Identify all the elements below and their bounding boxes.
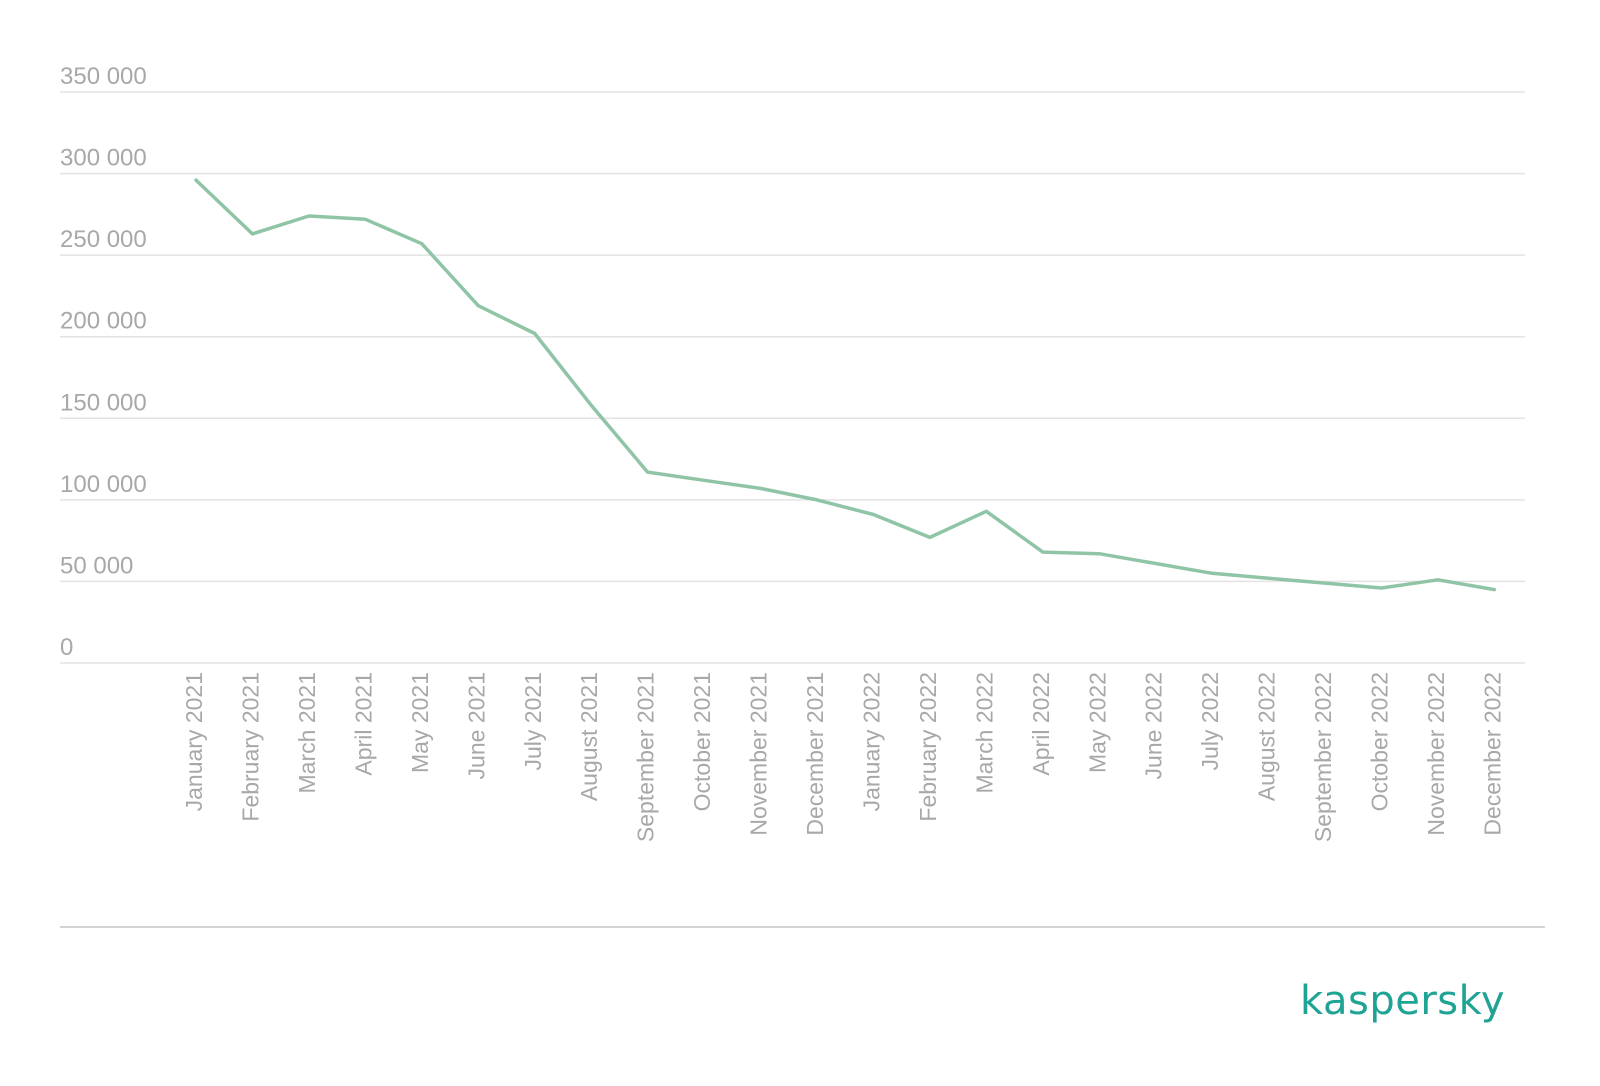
data-point	[1436, 578, 1440, 582]
data-point	[928, 535, 932, 539]
data-point	[1041, 550, 1045, 554]
y-tick-label: 350 000	[60, 63, 147, 90]
y-tick-label: 100 000	[60, 471, 147, 498]
x-tick-label: April 2021	[350, 672, 376, 776]
x-tick-label: August 2021	[576, 672, 602, 801]
x-tick-label: July 2021	[520, 672, 546, 770]
x-tick-label: May 2021	[407, 672, 433, 773]
series-line	[194, 178, 1497, 592]
data-point	[1323, 581, 1327, 585]
data-point	[589, 403, 593, 407]
x-tick-label: June 2022	[1141, 672, 1167, 779]
x-tick-label: June 2021	[463, 672, 489, 779]
x-tick-label: October 2021	[689, 672, 715, 811]
x-tick-label: March 2022	[971, 672, 997, 793]
x-tick-label: January 2021	[181, 672, 207, 811]
x-tick-label: January 2022	[858, 672, 884, 811]
data-point	[250, 232, 254, 236]
data-point	[307, 214, 311, 218]
y-tick-label: 150 000	[60, 389, 147, 416]
x-tick-label: August 2022	[1254, 672, 1280, 801]
y-tick-label: 250 000	[60, 226, 147, 253]
x-tick-label: July 2022	[1197, 672, 1223, 770]
data-point	[194, 178, 198, 182]
kaspersky-logo: kaspersky	[1300, 978, 1506, 1024]
data-point	[1154, 561, 1158, 565]
data-point	[984, 509, 988, 513]
x-axis-tick-labels: January 2021 February 2021 March 2021 April…	[181, 672, 1505, 842]
data-point	[476, 304, 480, 308]
x-tick-label: May 2022	[1084, 672, 1110, 773]
y-tick-label: 0	[60, 634, 73, 661]
x-tick-label: April 2022	[1028, 672, 1054, 776]
x-tick-label: March 2021	[294, 672, 320, 793]
y-tick-label: 50 000	[60, 552, 133, 579]
x-tick-label: October 2022	[1367, 672, 1393, 811]
y-tick-label: 300 000	[60, 145, 147, 172]
x-tick-label: November 2022	[1423, 672, 1449, 836]
x-tick-label: November 2021	[746, 672, 772, 836]
data-point	[1210, 571, 1214, 575]
data-point	[363, 217, 367, 221]
x-tick-label: December 2022	[1479, 672, 1505, 836]
data-point	[815, 498, 819, 502]
x-tick-label: September 2021	[633, 672, 659, 842]
x-tick-label: September 2022	[1310, 672, 1336, 842]
data-point	[871, 513, 875, 517]
x-tick-label: December 2021	[802, 672, 828, 836]
data-point	[533, 331, 537, 335]
data-point	[759, 486, 762, 490]
y-axis-tick-labels: 0 50 000 100 000 150 000 200 000 250 000 300 0…	[60, 63, 147, 661]
data-point	[1492, 588, 1496, 592]
y-tick-label: 200 000	[60, 308, 147, 335]
series-layer	[194, 178, 1497, 592]
data-point	[1097, 552, 1101, 556]
data-point	[1379, 586, 1383, 590]
data-point	[1267, 576, 1271, 580]
grid-lines	[60, 91, 1525, 664]
data-point	[646, 470, 650, 474]
x-tick-label: February 2022	[915, 672, 941, 822]
data-point	[702, 478, 706, 482]
x-tick-label: February 2021	[238, 672, 264, 822]
data-point	[420, 242, 424, 246]
